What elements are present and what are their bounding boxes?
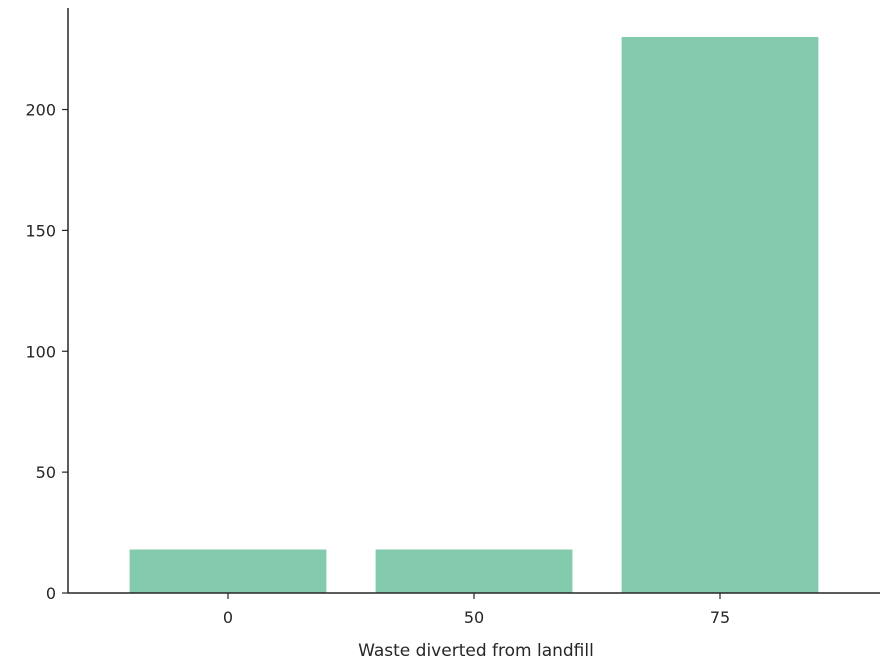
bar-75 [621,37,819,593]
x-axis-ticks: 0 50 75 [223,593,730,627]
y-tick-label: 0 [46,584,56,603]
y-tick-label: 150 [25,221,56,240]
y-tick-label: 200 [25,101,56,120]
y-tick-label: 50 [36,463,56,482]
bar-0 [129,549,327,593]
y-tick-label: 100 [25,342,56,361]
x-tick-label: 75 [710,608,730,627]
bars-group [129,37,819,593]
bar-50 [375,549,573,593]
x-tick-label: 50 [464,608,484,627]
x-tick-label: 0 [223,608,233,627]
y-axis-ticks: 0 50 100 150 200 [25,101,68,603]
x-axis-title: Waste diverted from landfill [358,641,594,660]
